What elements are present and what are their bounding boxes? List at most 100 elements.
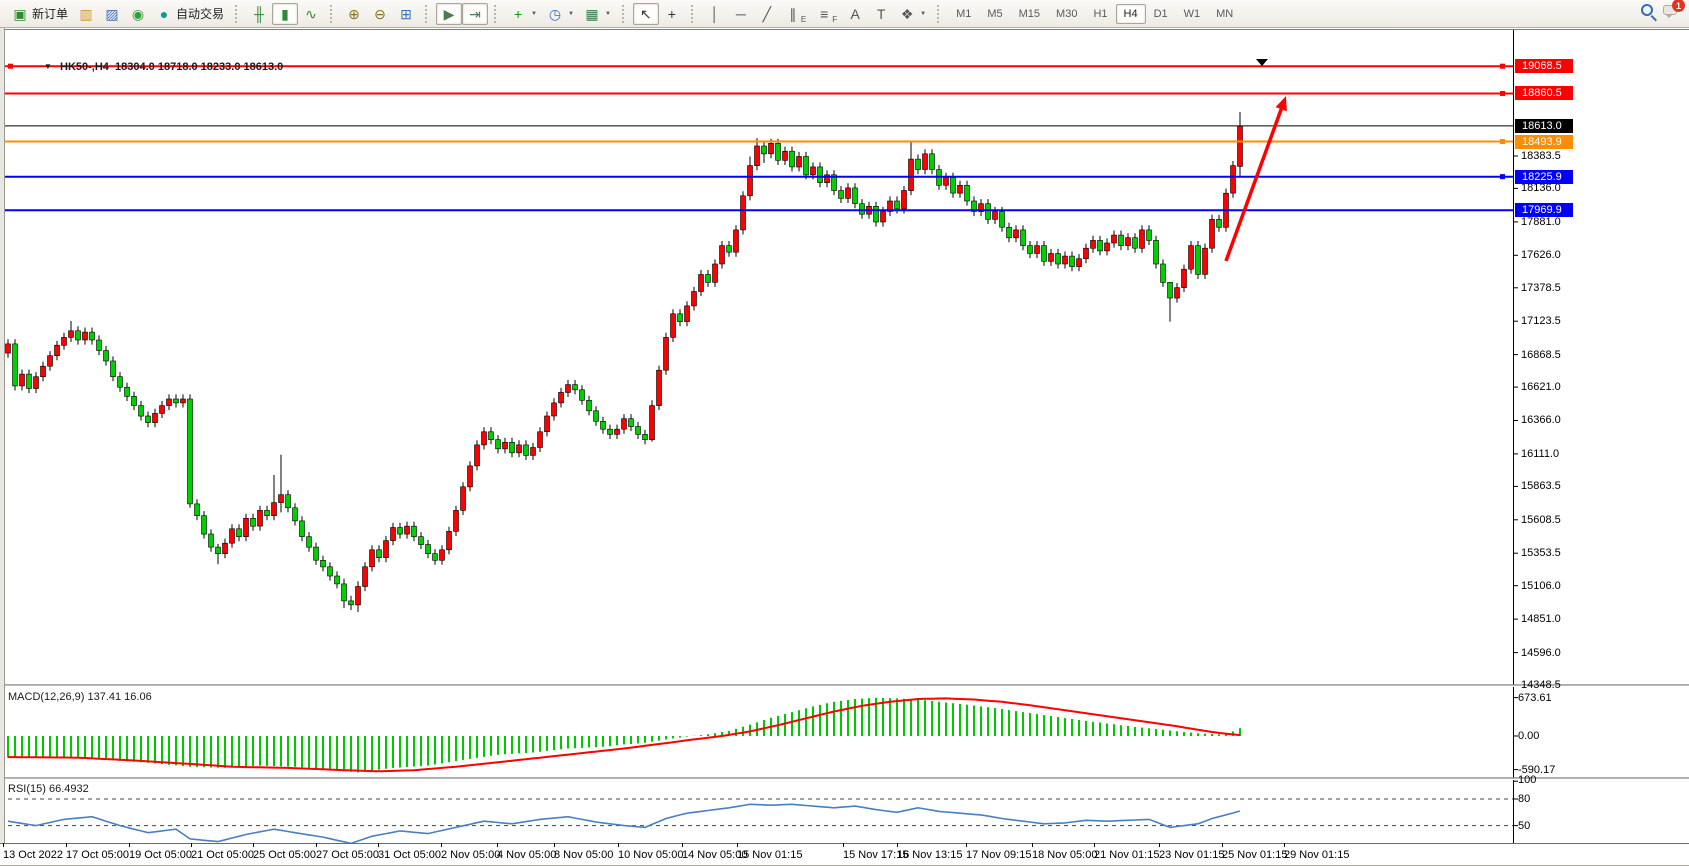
text-icon: A	[850, 5, 860, 22]
time-axis-label: 27 Oct 05:00	[316, 849, 379, 861]
templates-icon: ▦	[585, 5, 599, 22]
timeframe-W1-button[interactable]: W1	[1183, 7, 1201, 20]
horizontal-line-icon: ─	[735, 5, 746, 22]
new-order-button[interactable]: ▣ 新订单	[13, 5, 69, 22]
indicators-icon: +	[513, 5, 523, 22]
auto-scroll-icon: ▶	[443, 5, 455, 22]
time-axis-label: 19 Oct 05:00	[129, 849, 192, 861]
dropdown-caret-icon[interactable]: ▼	[920, 10, 927, 17]
tile-windows-icon: ⊞	[400, 5, 412, 22]
vertical-line-button[interactable]: │	[702, 3, 728, 25]
search-icon[interactable]	[1641, 4, 1653, 16]
market-watch-button[interactable]: ▥	[73, 3, 99, 25]
rsi-axis-label: 100	[1518, 774, 1537, 786]
equidistant-channel-button[interactable]: ∥ E	[780, 3, 811, 25]
autotrading-button[interactable]: ● 自动交易	[151, 3, 229, 25]
toolbar-grip	[235, 4, 240, 23]
rsi-label: RSI(15) 66.4932	[8, 783, 89, 795]
market-watch-icon: ▥	[79, 5, 93, 22]
price-tick-label: 15608.5	[1521, 514, 1561, 526]
price-level-badge: 18860.5	[1515, 86, 1573, 100]
macd-axis-label: 0.00	[1518, 730, 1540, 742]
trendline-icon: ╱	[762, 5, 772, 22]
new-order-icon: ▣	[13, 5, 27, 22]
timeframe-H1-button[interactable]: H1	[1093, 7, 1108, 20]
timeframe-M30-button[interactable]: M30	[1056, 7, 1078, 20]
chart-shift-marker[interactable]	[1256, 59, 1268, 66]
navigator-icon: ◉	[131, 5, 145, 22]
time-axis-label: 31 Oct 05:00	[378, 849, 441, 861]
trendline-button[interactable]: ╱	[754, 3, 780, 25]
text-label-button[interactable]: T	[868, 3, 894, 25]
time-axis-label: 18 Nov 05:00	[1032, 849, 1098, 861]
rsi-line	[7, 803, 1241, 845]
timeframe-M15-button[interactable]: M15	[1018, 7, 1041, 20]
price-level-badge: 18225.9	[1515, 170, 1573, 184]
time-axis-label: 15 Nov 17:15	[843, 849, 909, 861]
chart-shift-button[interactable]: ⇥	[462, 2, 489, 25]
periods-button[interactable]: ◷ ▼	[542, 3, 579, 25]
macd-axis-label: -590.17	[1518, 764, 1556, 776]
candlestick-chart[interactable]	[0, 28, 1689, 866]
price-tick-label: 16621.0	[1521, 381, 1561, 393]
toolbar-grip	[937, 4, 942, 23]
price-tick-label: 14596.0	[1521, 647, 1561, 659]
candlestick-chart-icon: ▮	[281, 5, 289, 22]
time-axis-label: 25 Oct 05:00	[253, 849, 316, 861]
price-tick-label: 17626.0	[1521, 249, 1561, 261]
price-tick-label: 17123.5	[1521, 315, 1561, 327]
periods-icon: ◷	[548, 5, 562, 22]
ohlc-collapse-icon[interactable]: ▼	[44, 62, 52, 71]
chat-icon[interactable]: 1	[1663, 0, 1685, 18]
price-level-badge: 19068.5	[1515, 59, 1573, 73]
text-button[interactable]: A	[842, 3, 868, 25]
line-chart-button[interactable]: ∿	[298, 3, 324, 25]
data-window-button[interactable]: ▨	[99, 3, 125, 25]
equidistant-channel-icon: ∥	[789, 5, 797, 22]
templates-button[interactable]: ▦ ▼	[579, 3, 616, 25]
bar-chart-button[interactable]: ╫	[246, 3, 272, 25]
arrows-button[interactable]: ❖ ▼	[894, 3, 931, 25]
toolbar-grip	[425, 4, 430, 23]
chart-title: HK50-,H4 18304.0 18718.0 18233.0 18613.0	[60, 61, 283, 73]
timeframe-D1-button[interactable]: D1	[1153, 7, 1168, 20]
zoom-out-button[interactable]: ⊖	[367, 3, 393, 25]
zoom-in-button[interactable]: ⊕	[341, 3, 367, 25]
price-tick-label: 15106.0	[1521, 580, 1561, 592]
dropdown-caret-icon[interactable]: ▼	[531, 10, 537, 17]
current-price-badge: 18613.0	[1515, 119, 1573, 133]
ohlc-values: 18304.0 18718.0 18233.0 18613.0	[115, 61, 284, 73]
notification-badge: 1	[1672, 0, 1685, 12]
trend-arrow[interactable]	[1224, 99, 1287, 262]
time-axis-label: 15 Nov 01:15	[737, 849, 803, 861]
zoom-out-icon: ⊖	[374, 5, 386, 22]
chart-shift-icon: ⇥	[469, 5, 481, 22]
price-tick-label: 17881.0	[1521, 216, 1561, 228]
text-label-icon: T	[876, 5, 886, 22]
zoom-in-icon: ⊕	[348, 5, 360, 22]
navigator-button[interactable]: ◉	[125, 3, 151, 25]
dropdown-caret-icon[interactable]: ▼	[567, 10, 574, 17]
crosshair-button[interactable]: +	[659, 3, 685, 25]
timeframe-M5-button[interactable]: M5	[987, 7, 1003, 20]
price-tick-label: 16111.0	[1521, 448, 1560, 460]
timeframe-MN-button[interactable]: MN	[1216, 7, 1234, 20]
bar-chart-icon: ╫	[254, 5, 264, 22]
timeframe-H4-button[interactable]: H4	[1115, 3, 1146, 24]
cursor-button[interactable]: ↖	[632, 2, 659, 25]
toolbar-grip	[494, 4, 499, 23]
candlestick-chart-button[interactable]: ▮	[272, 2, 299, 25]
horizontal-line-button[interactable]: ─	[728, 3, 754, 25]
fibonacci-button[interactable]: ≡ F	[811, 3, 842, 25]
rsi-axis-label: 80	[1518, 793, 1531, 805]
trend-arrow-head	[1275, 96, 1287, 112]
price-tick-label: 16366.0	[1521, 414, 1561, 426]
tile-windows-button[interactable]: ⊞	[393, 3, 419, 25]
data-window-icon: ▨	[105, 5, 119, 22]
time-axis-label: 21 Oct 05:00	[191, 849, 254, 861]
auto-scroll-button[interactable]: ▶	[436, 2, 463, 25]
time-axis-label: 17 Oct 05:00	[66, 849, 129, 861]
timeframe-M1-button[interactable]: M1	[956, 7, 972, 20]
indicators-button[interactable]: + ▼	[505, 3, 542, 25]
dropdown-caret-icon[interactable]: ▼	[604, 10, 611, 17]
